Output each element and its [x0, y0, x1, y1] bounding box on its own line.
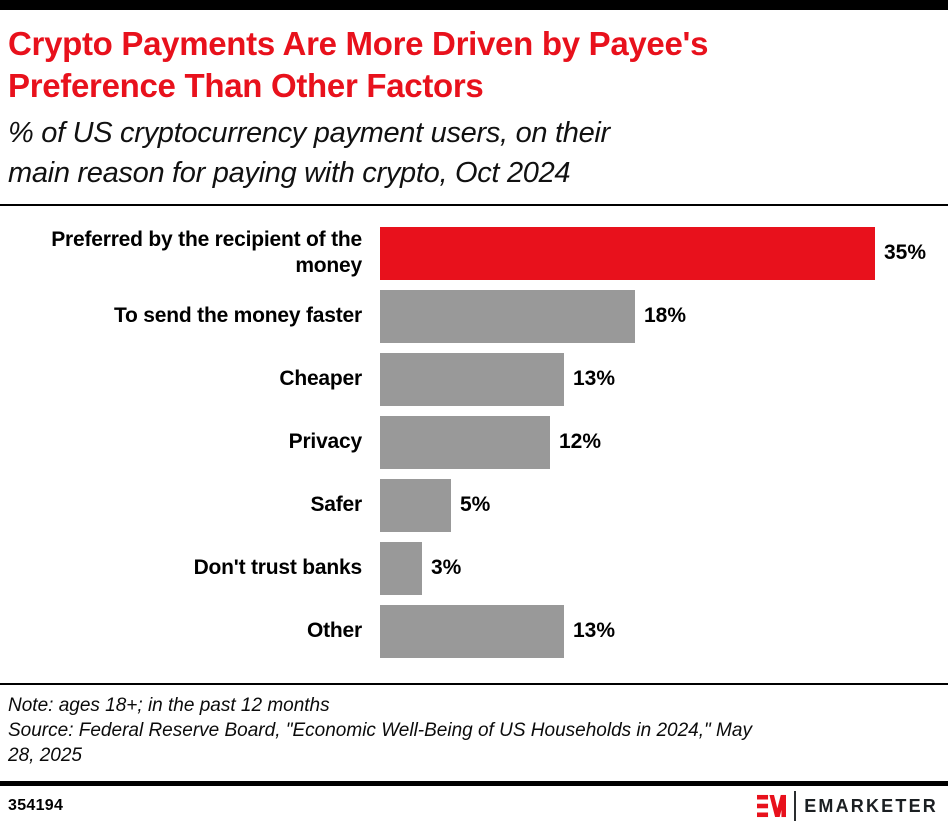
- bar-row: Preferred by the recipient of the money 3…: [0, 222, 948, 285]
- bar-row: Cheaper 13%: [0, 348, 948, 411]
- bar-wrap: 13%: [380, 352, 948, 406]
- bar-wrap: 12%: [380, 415, 948, 469]
- bar: [380, 226, 875, 280]
- chart-title-line-2: Preference Than Other Factors: [8, 67, 484, 105]
- value-label: 12%: [559, 430, 602, 453]
- bar-wrap: 5%: [380, 478, 948, 532]
- bar: [380, 604, 564, 658]
- chart-title: Crypto Payments Are More Driven by Payee…: [8, 23, 934, 107]
- bar-row: Privacy 12%: [0, 411, 948, 474]
- bar-wrap: 3%: [380, 541, 948, 595]
- category-label: Safer: [310, 492, 362, 516]
- bar-wrap: 18%: [380, 289, 948, 343]
- value-label: 5%: [460, 493, 491, 516]
- chart-id: 354194: [8, 797, 64, 815]
- category-label: Cheaper: [279, 366, 362, 390]
- value-label: 13%: [573, 367, 616, 390]
- category-label: Other: [306, 618, 362, 642]
- category-label: To send the money faster: [113, 303, 362, 327]
- value-label: 3%: [431, 556, 462, 579]
- bar-row: Safer 5%: [0, 474, 948, 537]
- chart-subtitle-line-2: main reason for paying with crypto, Oct …: [8, 157, 571, 190]
- chart-subtitle: % of US cryptocurrency payment users, on…: [8, 113, 934, 193]
- top-black-bar: [0, 0, 948, 10]
- bar: [380, 478, 451, 532]
- value-label: 18%: [644, 304, 687, 327]
- source-line-2: 28, 2025: [8, 745, 82, 767]
- bar-row: Don't trust banks 3%: [0, 537, 948, 600]
- value-label: 13%: [573, 619, 616, 642]
- category-label: Preferred by the recipient of the money: [51, 227, 362, 277]
- notes-divider: [0, 682, 948, 685]
- bar-wrap: 35%: [380, 226, 948, 280]
- footer: 354194 EMARKETER: [0, 785, 948, 831]
- emarketer-wordmark: EMARKETER: [804, 795, 938, 816]
- source-line-1: Source: Federal Reserve Board, "Economic…: [8, 719, 752, 741]
- bar: [380, 541, 422, 595]
- bar: [380, 289, 635, 343]
- logo-divider: [794, 791, 797, 822]
- bar: [380, 352, 564, 406]
- bar-chart: Preferred by the recipient of the money 3…: [0, 206, 948, 683]
- notes-block: Note: ages 18+; in the past 12 months So…: [0, 685, 948, 781]
- footer-thick-bar: [0, 780, 948, 786]
- chart-title-line-1: Crypto Payments Are More Driven by Payee…: [8, 25, 709, 62]
- chart-header: Crypto Payments Are More Driven by Payee…: [0, 10, 948, 204]
- value-label: 35%: [884, 241, 927, 264]
- bar-row: To send the money faster 18%: [0, 285, 948, 348]
- emarketer-logo-mark-icon: [757, 795, 787, 818]
- bar-row: Other 13%: [0, 600, 948, 663]
- header-divider: [0, 203, 948, 206]
- chart-subtitle-line-1: % of US cryptocurrency payment users, on…: [8, 117, 610, 150]
- emarketer-logo: EMARKETER: [757, 791, 938, 822]
- bar-wrap: 13%: [380, 604, 948, 658]
- note-line: Note: ages 18+; in the past 12 months: [8, 694, 330, 716]
- bar: [380, 415, 550, 469]
- category-label: Privacy: [288, 429, 363, 453]
- category-label: Don't trust banks: [193, 555, 363, 579]
